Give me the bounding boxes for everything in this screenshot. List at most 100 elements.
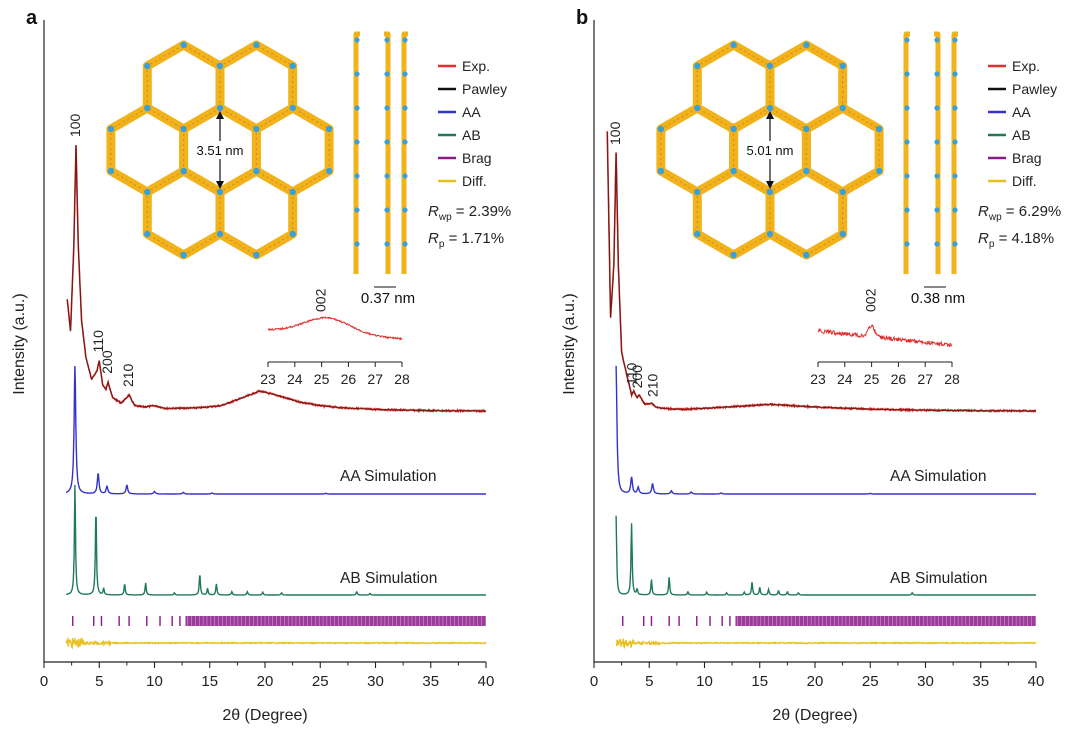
inset-tick-label: 24 xyxy=(287,371,303,387)
r-value: = 4.18% xyxy=(994,230,1054,247)
y-axis-title: Intensity (a.u.) xyxy=(561,293,578,394)
aa-simulation-line xyxy=(65,365,486,495)
layer-stack-node xyxy=(402,71,408,77)
pawley-fit-line xyxy=(66,144,486,412)
framework-hexagon xyxy=(142,166,225,260)
framework-node xyxy=(803,41,810,49)
layer-stack-node xyxy=(934,173,940,179)
inset-tick-label: 28 xyxy=(944,371,960,387)
layer-stack-column xyxy=(353,31,360,274)
r-value: = 1.71% xyxy=(444,230,504,247)
ab-simulation-line xyxy=(66,484,486,596)
layer-stack-node xyxy=(384,207,390,213)
layer-stack-node xyxy=(402,37,408,43)
r-symbol: R xyxy=(428,230,439,247)
framework-node xyxy=(253,251,260,259)
x-tick-label: 30 xyxy=(367,673,384,690)
framework-node xyxy=(694,62,701,70)
inset-tick-label: 28 xyxy=(394,371,410,387)
bragg-dense-band xyxy=(185,616,486,626)
framework-node xyxy=(730,167,737,175)
legend-label: Brag xyxy=(462,150,492,166)
peak-index-label: 100 xyxy=(607,121,623,145)
layer-stack-node xyxy=(354,139,360,145)
layer-stack-node xyxy=(934,241,940,247)
layer-stacking: 0.37 nm xyxy=(353,31,415,307)
layer-stack-node xyxy=(904,207,910,213)
inset-tick-label: 25 xyxy=(314,371,330,387)
x-tick-label: 5 xyxy=(95,673,103,690)
framework-node xyxy=(839,230,846,238)
framework-node xyxy=(839,188,846,196)
peak-index-label: 200 xyxy=(99,350,115,374)
framework-node xyxy=(180,41,187,49)
framework-node xyxy=(253,125,260,133)
framework-node xyxy=(875,125,883,133)
framework-node xyxy=(839,62,846,70)
layer-stack-node xyxy=(384,173,390,179)
layer-stack-node xyxy=(934,71,940,77)
framework-node xyxy=(289,62,296,70)
layer-stack-node xyxy=(354,37,360,43)
r-value: = 6.29% xyxy=(1002,203,1062,220)
layer-stack-node xyxy=(904,241,910,247)
peak-index-label: 110 xyxy=(624,363,640,386)
framework-node xyxy=(180,125,187,133)
x-axis-title: 2θ (Degree) xyxy=(222,707,307,724)
layer-stack-node xyxy=(952,241,958,247)
layer-stack-node xyxy=(952,37,958,43)
x-tick-label: 0 xyxy=(590,673,598,690)
layer-stack-node xyxy=(952,71,958,77)
x-tick-label: 25 xyxy=(312,673,329,690)
layer-stack-node xyxy=(384,37,390,43)
legend-label: AB xyxy=(1012,127,1031,143)
peak-index-label: 200 xyxy=(629,365,645,389)
framework-node xyxy=(730,41,737,49)
framework-hexagon xyxy=(215,40,298,134)
panel-a: a 0 5 10 15 20 25 30 35 40 2θ (Degree) Intensity (a… xyxy=(11,7,511,724)
peak-index-label: 210 xyxy=(120,363,136,387)
inset-002-line xyxy=(267,316,403,341)
framework-hexagon xyxy=(692,40,775,134)
inset-tick-label: 25 xyxy=(864,371,880,387)
difference-line xyxy=(615,638,1036,650)
bragg-positions xyxy=(622,616,1036,626)
framework-node xyxy=(766,104,774,112)
layer-stack-node xyxy=(952,139,958,145)
layer-stack-node xyxy=(904,139,910,145)
inset-tick-label: 27 xyxy=(917,371,933,387)
layer-stack-column xyxy=(401,31,408,274)
framework-node xyxy=(803,167,810,175)
peak-index-label: 100 xyxy=(67,113,83,137)
r-symbol: R xyxy=(978,203,989,220)
x-tick-label: 35 xyxy=(972,673,989,690)
r-subscript: p xyxy=(439,239,445,250)
legend-label: AA xyxy=(462,104,481,120)
layer-stack-node xyxy=(904,173,910,179)
inset-tick-label: 23 xyxy=(810,371,826,387)
layer-stack-node xyxy=(934,139,940,145)
framework-structure: 3.51 nm xyxy=(106,40,334,260)
inset-peak-label: 002 xyxy=(313,288,329,312)
framework-node xyxy=(839,104,846,112)
inset-002-line xyxy=(817,324,953,348)
pore-arrow-head xyxy=(216,111,224,119)
panel-letter: a xyxy=(26,7,38,29)
framework-node xyxy=(144,62,151,70)
inset-tick-label: 24 xyxy=(837,371,853,387)
framework-node xyxy=(657,125,665,133)
ab-simulation-line xyxy=(615,515,1036,596)
layer-stack-node xyxy=(384,241,390,247)
x-tick-label: 25 xyxy=(862,673,879,690)
pore-label-bg xyxy=(193,141,247,159)
pore-arrow-head xyxy=(766,181,774,189)
layer-stack-node xyxy=(904,105,910,111)
x-tick-label: 30 xyxy=(917,673,934,690)
framework-node xyxy=(803,125,810,133)
framework-node xyxy=(289,188,296,196)
layer-stack-node xyxy=(934,37,940,43)
inset-002: 23 24 25 26 27 28 002 xyxy=(810,288,960,387)
x-axis-title: 2θ (Degree) xyxy=(772,707,857,724)
framework-hexagon xyxy=(215,166,298,260)
